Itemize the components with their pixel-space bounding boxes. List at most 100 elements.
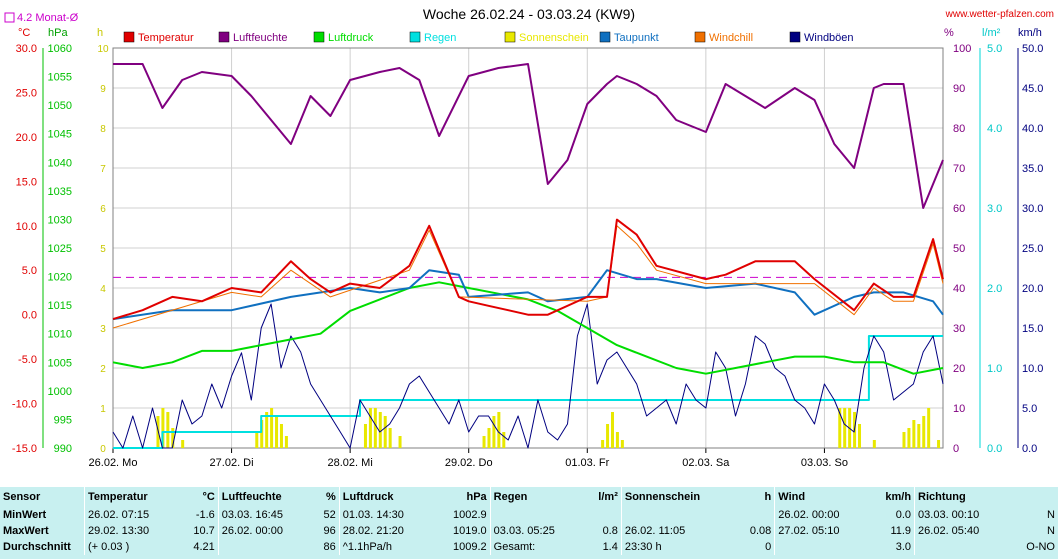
sunshine-bar <box>922 416 926 448</box>
temp-tick-label: -15.0 <box>12 443 37 455</box>
sunshine-bar <box>927 408 931 448</box>
x-tick-label: 28.02. Mi <box>328 457 373 469</box>
legend-label: Regen <box>424 32 456 44</box>
website-label: www.wetter-pfalzen.com <box>945 9 1054 20</box>
rain-tick-label: 3.0 <box>987 203 1002 215</box>
sunshine-bar <box>279 424 283 448</box>
rain-tick-label: 5.0 <box>987 43 1002 55</box>
table-header-row: Sensor Temperatur °C Luftfeuchte% Luftdruck h… <box>0 487 1058 507</box>
table-row: MinWert 26.02. 07:15 -1.6 03.03. 16:45 52 01.… <box>0 507 1058 523</box>
humidity-unit-label: % <box>944 27 954 39</box>
table-cell-when: 03.03. 16:45 <box>217 507 314 523</box>
pressure-tick-label: 1005 <box>48 357 72 369</box>
wind-tick-label: 45.0 <box>1022 83 1043 95</box>
table-header-cell: Sensor <box>3 491 41 503</box>
table-cell-when <box>774 539 870 555</box>
table-cell-when: 28.02. 21:20 <box>338 523 434 539</box>
table-cell-value <box>585 507 621 523</box>
pressure-tick-label: 990 <box>54 443 72 455</box>
table-cell-value: 0.0 <box>895 509 912 521</box>
table-cell-when: Gesamt: <box>489 539 585 555</box>
humidity-tick-label: 40 <box>953 283 965 295</box>
table-row-label: Durchschnitt <box>3 541 71 553</box>
pressure-tick-label: 995 <box>54 414 72 426</box>
sunshine-bar <box>270 408 274 448</box>
x-tick-label: 27.02. Di <box>210 457 254 469</box>
sunshine-bar <box>497 412 501 448</box>
sun-tick-label: 10 <box>97 44 109 55</box>
temp-tick-label: 25.0 <box>16 87 37 99</box>
sunshine-bar <box>610 412 614 448</box>
chart-legend: Temperatur Luftfeuchte Luftdruck Regen Sonne… <box>123 31 854 44</box>
series-line-luftfeuchte <box>113 63 944 209</box>
x-tick-label: 03.03. So <box>801 457 848 469</box>
wind-tick-label: 40.0 <box>1022 123 1043 135</box>
x-tick-label: 02.03. Sa <box>682 457 730 469</box>
rain-unit-label: l/m² <box>982 27 1001 39</box>
legend-swatch <box>218 31 230 43</box>
sunshine-bar <box>388 428 392 448</box>
legend-label: Windchill <box>709 32 753 44</box>
table-cell-value: 0.8 <box>602 525 618 537</box>
temp-tick-label: 0.0 <box>22 310 37 322</box>
table-cell-value: 86 <box>323 541 336 553</box>
monthly-avg-label: 4.2 Monat-Ø <box>17 12 79 24</box>
table-cell-value: 1.4 <box>602 541 618 553</box>
pressure-tick-label: 1020 <box>48 272 72 284</box>
sunshine-bar <box>373 408 377 448</box>
legend-swatch <box>409 31 421 43</box>
table-cell-value <box>736 507 775 523</box>
pressure-tick-label: 1055 <box>48 72 72 84</box>
humidity-tick-label: 80 <box>953 123 965 135</box>
legend-label: Windböen <box>804 32 854 44</box>
legend-swatch <box>789 31 801 43</box>
temp-tick-label: 30.0 <box>16 43 37 55</box>
table-cell-when: 26.02. 05:40 <box>914 523 1010 539</box>
table-header-unit: h <box>764 491 772 503</box>
legend-label: Temperatur <box>138 32 194 44</box>
pressure-tick-label: 1000 <box>48 386 72 398</box>
sunshine-bar <box>181 440 185 448</box>
table-cell-value: 3.0 <box>895 541 912 553</box>
sunshine-bar <box>502 432 506 448</box>
sun-unit-label: h <box>97 27 103 39</box>
sunshine-bar <box>872 440 876 448</box>
sun-tick-label: 4 <box>100 284 106 295</box>
table-header-unit: km/h <box>885 491 912 503</box>
humidity-tick-label: 30 <box>953 323 965 335</box>
temp-tick-label: 5.0 <box>22 265 37 277</box>
sunshine-bar <box>601 440 605 448</box>
temp-tick-label: -5.0 <box>18 354 37 366</box>
x-tick-label: 01.03. Fr <box>565 457 609 469</box>
pressure-tick-label: 1060 <box>48 43 72 55</box>
pressure-tick-label: 1015 <box>48 300 72 312</box>
sun-tick-label: 2 <box>100 364 106 375</box>
table-cell-value: 0.08 <box>749 525 772 537</box>
table-header-cell: Richtung <box>914 487 1010 507</box>
table-cell-value: N <box>1047 525 1055 537</box>
table-cell-value: 11.9 <box>890 525 912 537</box>
table-cell-when <box>914 539 1010 555</box>
legend-swatch <box>313 31 325 43</box>
temp-tick-label: 20.0 <box>16 132 37 144</box>
sunshine-bar <box>265 412 269 448</box>
sunshine-bar <box>487 428 491 448</box>
table-cell-when: 03.03. 05:25 <box>489 523 585 539</box>
table-cell-value: 96 <box>323 525 336 537</box>
table-header-unit: °C <box>202 491 215 503</box>
sun-tick-label: 6 <box>100 204 106 215</box>
table-cell-when <box>620 507 736 523</box>
sunshine-bar <box>917 424 921 448</box>
wind-unit-label: km/h <box>1018 27 1042 39</box>
sunshine-bar <box>398 436 402 448</box>
legend-swatch <box>123 31 135 43</box>
table-cell-value: 1019.0 <box>453 525 487 537</box>
humidity-tick-label: 60 <box>953 203 965 215</box>
wind-tick-label: 5.0 <box>1022 403 1037 415</box>
statistics-table: Sensor Temperatur °C Luftfeuchte% Luftdruck h… <box>0 487 1058 559</box>
humidity-tick-label: 20 <box>953 363 965 375</box>
sunshine-bar <box>907 428 911 448</box>
wind-tick-label: 50.0 <box>1022 43 1043 55</box>
sunshine-bar <box>255 432 259 448</box>
rain-tick-label: 2.0 <box>987 283 1002 295</box>
